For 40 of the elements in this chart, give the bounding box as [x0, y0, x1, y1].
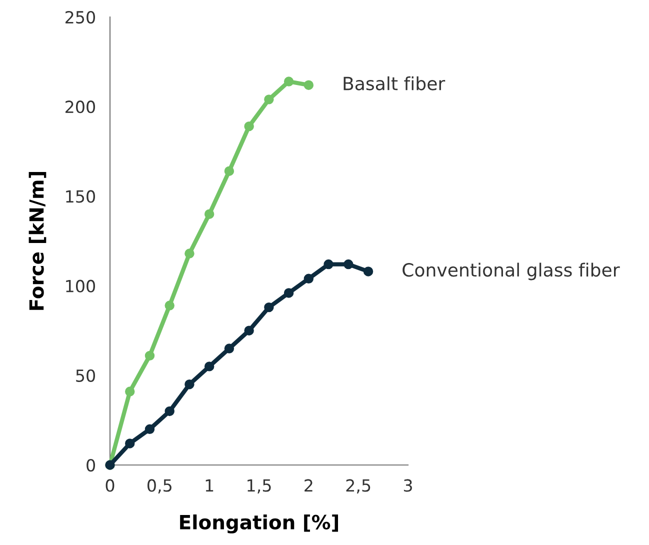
- y-tick-label: 100: [66, 280, 96, 292]
- y-axis-title: Force [kN/m]: [28, 172, 46, 310]
- x-tick-label: 0,5: [148, 479, 172, 494]
- x-tick-label: 3: [404, 479, 412, 492]
- point: [264, 94, 274, 104]
- y-tick-label: 50: [76, 369, 96, 382]
- point: [224, 344, 234, 354]
- x-tick-label: 0: [106, 479, 114, 492]
- point: [344, 259, 354, 270]
- y-tick-label: 150: [66, 190, 96, 203]
- point: [284, 288, 294, 298]
- y-tick-label: 200: [66, 100, 96, 114]
- x-tick-label: 1: [206, 479, 214, 492]
- point: [144, 350, 155, 361]
- point: [363, 266, 374, 276]
- point: [164, 300, 174, 310]
- x-tick-label: 2: [304, 479, 312, 492]
- point: [184, 248, 194, 258]
- point: [324, 259, 334, 270]
- y-tick-label: 0: [86, 458, 96, 472]
- point: [304, 80, 314, 90]
- point: [125, 386, 135, 396]
- point: [204, 209, 214, 219]
- point: [204, 362, 214, 372]
- point: [184, 380, 194, 390]
- x-tick-label: 1,5: [248, 479, 271, 494]
- point: [125, 438, 135, 448]
- series-label: Conventional glass fiber: [402, 262, 620, 280]
- x-axis-title: Elongation [%]: [180, 514, 338, 534]
- point: [304, 274, 314, 284]
- point: [264, 302, 274, 312]
- point: [244, 121, 254, 132]
- x-tick-label: 2,5: [346, 479, 370, 494]
- point: [144, 424, 155, 434]
- point: [284, 76, 294, 86]
- point: [244, 326, 254, 336]
- point: [224, 166, 234, 176]
- y-tick-label: 250: [66, 10, 96, 24]
- point: [164, 406, 174, 416]
- series-label: Basalt fiber: [344, 76, 446, 90]
